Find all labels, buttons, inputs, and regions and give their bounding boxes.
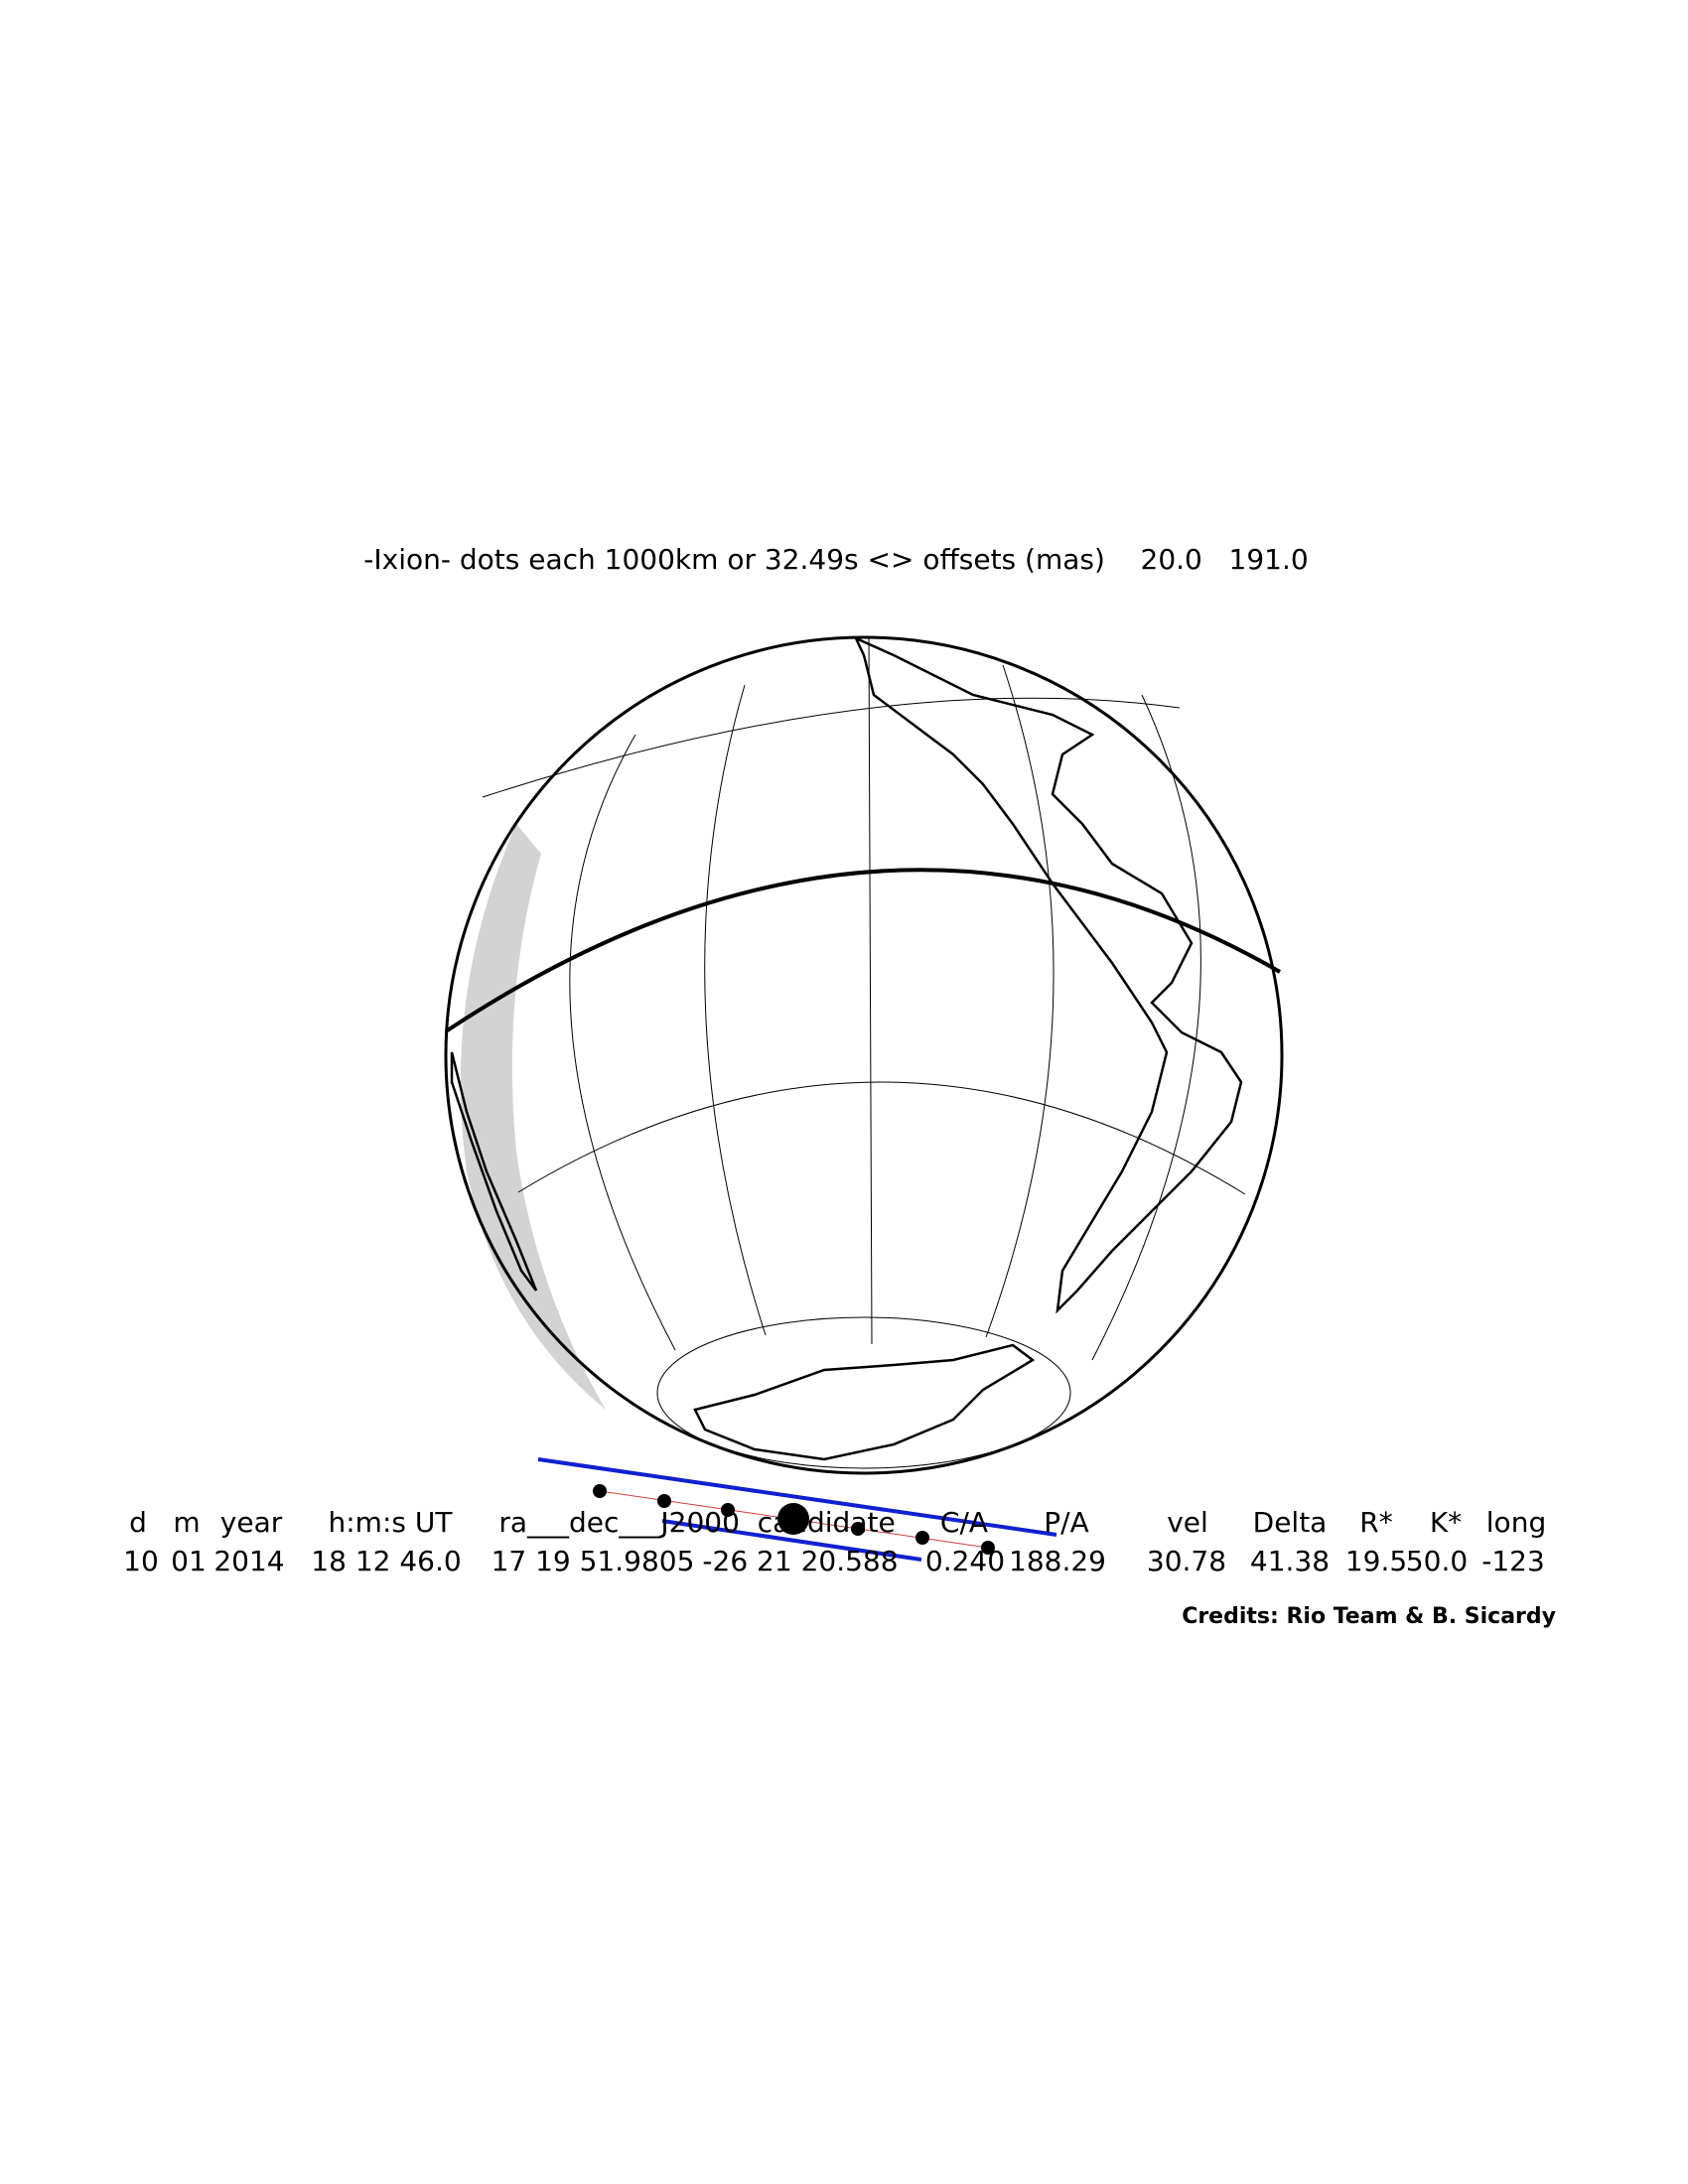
column-header: long	[1486, 1506, 1546, 1539]
column-value: 01	[171, 1545, 207, 1577]
time-dot	[721, 1503, 735, 1517]
shadow-limit	[661, 1519, 922, 1562]
coastline	[693, 1343, 1036, 1461]
column-header: h:m:s UT	[329, 1506, 454, 1539]
column-value: 41.38	[1250, 1545, 1330, 1577]
column-value: 18 12 46.0	[311, 1545, 461, 1577]
time-dot	[593, 1484, 607, 1498]
credits: Credits: Rio Team & B. Sicardy	[1182, 1604, 1556, 1629]
meridian	[985, 664, 1055, 1338]
column-value: 2014	[213, 1545, 284, 1577]
latitude-line	[656, 1316, 1071, 1469]
shadow-limit	[537, 1457, 1057, 1537]
column-header: d	[129, 1506, 147, 1539]
column-header: R*	[1359, 1506, 1392, 1539]
column-header: C/A	[940, 1506, 988, 1539]
column-value: 10	[123, 1545, 159, 1577]
column-header: vel	[1167, 1506, 1208, 1539]
column-value: 0.240	[925, 1545, 1005, 1577]
column-header: Delta	[1253, 1506, 1328, 1539]
column-header: ra___dec___J2000 candidate	[498, 1506, 895, 1539]
column-value: -26 21 20.588	[702, 1545, 898, 1577]
coastline	[853, 635, 1243, 1314]
closest-approach-dot	[777, 1503, 809, 1535]
column-value: 19.5	[1345, 1545, 1407, 1577]
coastline	[450, 1051, 538, 1292]
table-values: 10 01 2014 18 12 46.0 17 19 51.9805 -26 21 20…	[123, 1545, 1545, 1577]
time-dot	[915, 1531, 929, 1545]
meridian	[569, 734, 676, 1351]
time-dot	[981, 1541, 995, 1555]
map-title: -Ixion- dots each 1000km or 32.49s <> of…	[363, 543, 1308, 576]
column-header: P/A	[1044, 1506, 1088, 1539]
meridian	[704, 684, 767, 1336]
table-header: d m year h:m:s UT ra___dec___J2000 candidate…	[129, 1506, 1546, 1539]
column-header: m	[173, 1506, 200, 1539]
column-value: 50.0	[1406, 1545, 1468, 1577]
latitude-line	[517, 1081, 1246, 1195]
column-value: -123	[1481, 1545, 1545, 1577]
meridian	[868, 637, 873, 1345]
night-limb	[460, 824, 606, 1410]
column-header: year	[220, 1506, 283, 1539]
time-dot	[851, 1522, 865, 1536]
column-value: 17 19 51.9805	[492, 1545, 695, 1577]
column-value: 30.78	[1147, 1545, 1226, 1577]
shadow-path	[537, 1457, 1057, 1562]
globe-outline	[444, 635, 1284, 1475]
column-header: K*	[1430, 1506, 1462, 1539]
meridian	[1091, 694, 1201, 1361]
globe	[444, 635, 1284, 1475]
equator	[444, 868, 1282, 1033]
column-value: 188.29	[1009, 1545, 1106, 1577]
latitude-line	[482, 697, 1181, 798]
time-dot	[657, 1494, 671, 1508]
